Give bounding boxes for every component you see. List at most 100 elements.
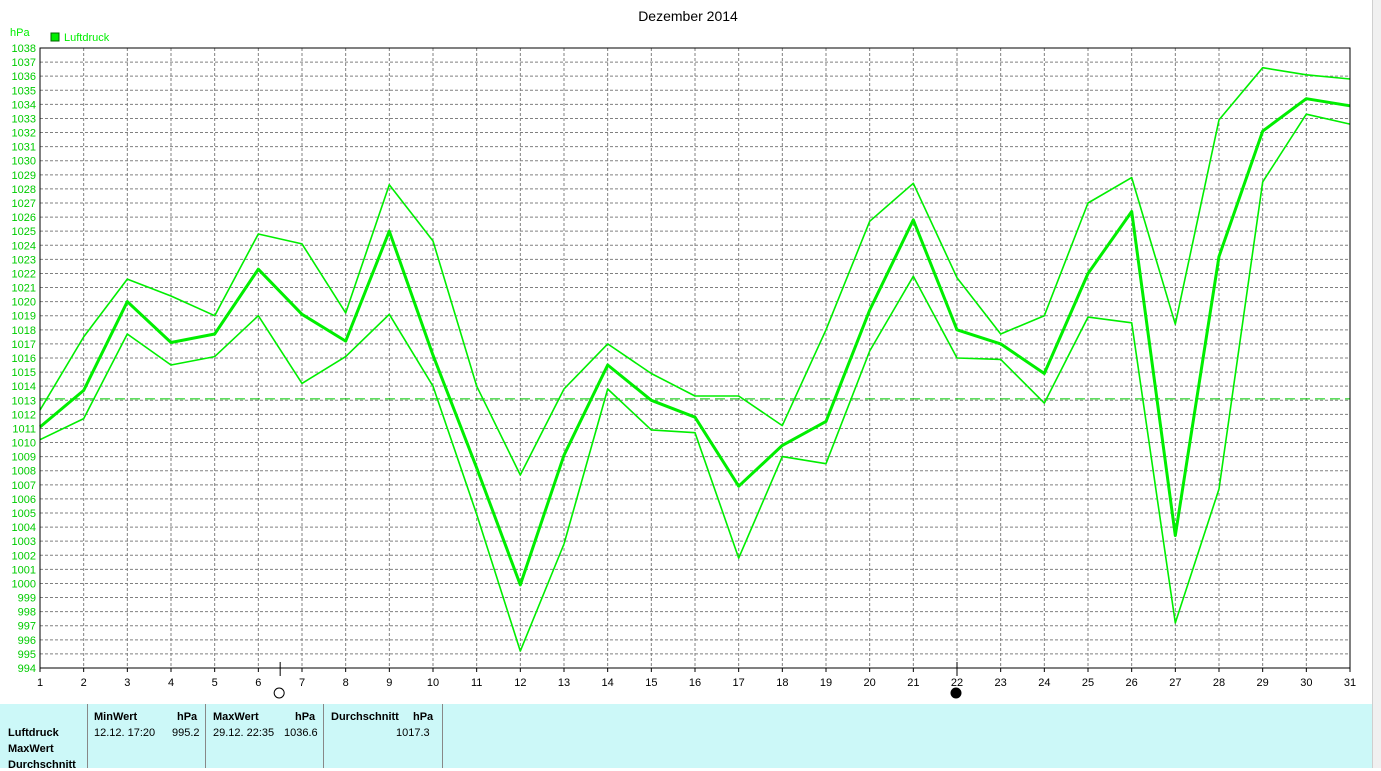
y-tick-label: 1004 [12, 522, 36, 534]
x-tick-label: 20 [864, 677, 876, 689]
y-tick-label: 1027 [12, 198, 36, 210]
plot-frame [39, 47, 1351, 669]
max-column: MaxWert hPa 29.12. 22:35 1036.6 [205, 704, 324, 768]
y-tick-label: 1015 [12, 367, 36, 379]
legend-swatch [50, 32, 60, 42]
max-header: MaxWert [213, 711, 259, 723]
y-tick-label: 1001 [12, 564, 36, 576]
y-tick-label: 1025 [12, 226, 36, 238]
y-tick-label: 997 [18, 621, 36, 633]
y-tick-label: 1005 [12, 508, 36, 520]
x-tick-label: 12 [514, 677, 526, 689]
y-tick-label: 1035 [12, 85, 36, 97]
y-tick-label: 1009 [12, 452, 36, 464]
row-label-durchschnitt: Durchschnitt [8, 759, 76, 771]
x-tick-label: 7 [299, 677, 305, 689]
y-tick-label: 999 [18, 593, 36, 605]
x-tick-label: 26 [1126, 677, 1138, 689]
series-line-luftdruck [39, 97, 1351, 587]
x-tick-label: 8 [343, 677, 349, 689]
y-tick-label: 1022 [12, 268, 36, 280]
y-axis-ticks: 994 995 996 997 998 999 1000 1001 1002 1003 1004 10… [12, 43, 36, 675]
y-tick-label: 996 [18, 635, 36, 647]
x-tick-label: 28 [1213, 677, 1225, 689]
y-tick-label: 1007 [12, 480, 36, 492]
series-line-maxwert [39, 66, 1351, 476]
x-tick-label: 23 [995, 677, 1007, 689]
statistics-panel: Luftdruck MaxWert Durchschnitt MinWert h… [0, 704, 1372, 771]
series-line-minwert [39, 113, 1351, 652]
x-tick-label: 4 [168, 677, 174, 689]
y-tick-label: 1026 [12, 212, 36, 224]
x-tick-label: 11 [471, 677, 482, 689]
max-time: 29.12. 22:35 [213, 727, 275, 739]
x-tick-label: 19 [820, 677, 832, 689]
moon-markers [273, 662, 962, 699]
max-value: 1036.6 [284, 727, 318, 739]
x-axis-ticks: 1 2 3 4 5 6 7 8 9 10 11 12 13 14 15 16 17 18 19 20 21 22 23 24 2… [37, 668, 1356, 689]
x-tick-label: 21 [907, 677, 919, 689]
y-tick-label: 995 [18, 649, 36, 661]
max-unit: hPa [295, 711, 316, 723]
x-tick-label: 31 [1344, 677, 1356, 689]
x-tick-label: 10 [427, 677, 439, 689]
y-tick-label: 1003 [12, 536, 36, 548]
y-tick-label: 1037 [12, 57, 36, 69]
y-tick-label: 1006 [12, 494, 36, 506]
avg-header: Durchschnitt [331, 711, 399, 723]
pressure-chart: Dezember 2014 hPa Luftdruck 994 995 996 997… [10, 8, 1356, 699]
x-tick-label: 15 [645, 677, 657, 689]
x-tick-label: 25 [1082, 677, 1094, 689]
min-column: MinWert hPa 12.12. 17:20 995.2 [87, 704, 206, 768]
x-tick-label: 6 [255, 677, 261, 689]
chart-title: Dezember 2014 [638, 8, 738, 24]
x-tick-label: 22 [951, 677, 963, 689]
y-tick-label: 1023 [12, 254, 36, 266]
y-tick-label: 1019 [12, 311, 36, 323]
avg-unit: hPa [413, 711, 434, 723]
y-tick-label: 1002 [12, 550, 36, 562]
min-time: 12.12. 17:20 [94, 727, 156, 739]
y-tick-label: 1029 [12, 170, 36, 182]
x-tick-label: 29 [1257, 677, 1269, 689]
y-tick-label: 994 [18, 663, 36, 675]
legend-label: Luftdruck [64, 32, 110, 44]
y-tick-label: 1013 [12, 395, 36, 407]
y-tick-label: 1024 [12, 240, 36, 252]
x-tick-label: 17 [733, 677, 745, 689]
y-tick-label: 1017 [12, 339, 36, 351]
min-header: MinWert [94, 711, 138, 723]
y-tick-label: 1010 [12, 438, 36, 450]
vertical-scrollbar[interactable] [1372, 0, 1381, 768]
x-tick-label: 24 [1038, 677, 1050, 689]
y-tick-label: 1012 [12, 409, 36, 421]
x-tick-label: 13 [558, 677, 570, 689]
y-tick-label: 1011 [12, 423, 36, 435]
y-tick-label: 1000 [12, 578, 36, 590]
y-tick-label: 1020 [12, 297, 36, 309]
y-tick-label: 1036 [12, 71, 36, 83]
y-tick-label: 1034 [12, 99, 36, 111]
x-tick-label: 5 [212, 677, 218, 689]
avg-value: 1017.3 [396, 727, 430, 739]
new-moon-icon [950, 687, 962, 699]
min-unit: hPa [177, 711, 198, 723]
y-tick-label: 1014 [12, 381, 36, 393]
row-label-luftdruck: Luftdruck [8, 727, 59, 739]
row-label-maxwert: MaxWert [8, 743, 54, 755]
x-tick-label: 18 [776, 677, 788, 689]
x-tick-label: 3 [124, 677, 130, 689]
avg-column: Durchschnitt hPa 1017.3 [323, 704, 443, 768]
y-tick-label: 1008 [12, 466, 36, 478]
y-tick-label: 1028 [12, 184, 36, 196]
x-tick-label: 27 [1169, 677, 1181, 689]
full-moon-icon [273, 687, 285, 699]
y-tick-label: 1018 [12, 325, 36, 337]
x-tick-label: 9 [386, 677, 392, 689]
x-tick-label: 30 [1300, 677, 1312, 689]
min-value: 995.2 [172, 727, 200, 739]
y-axis-unit: hPa [10, 27, 30, 39]
y-tick-label: 1016 [12, 353, 36, 365]
y-tick-label: 1032 [12, 128, 36, 140]
y-tick-label: 998 [18, 607, 36, 619]
